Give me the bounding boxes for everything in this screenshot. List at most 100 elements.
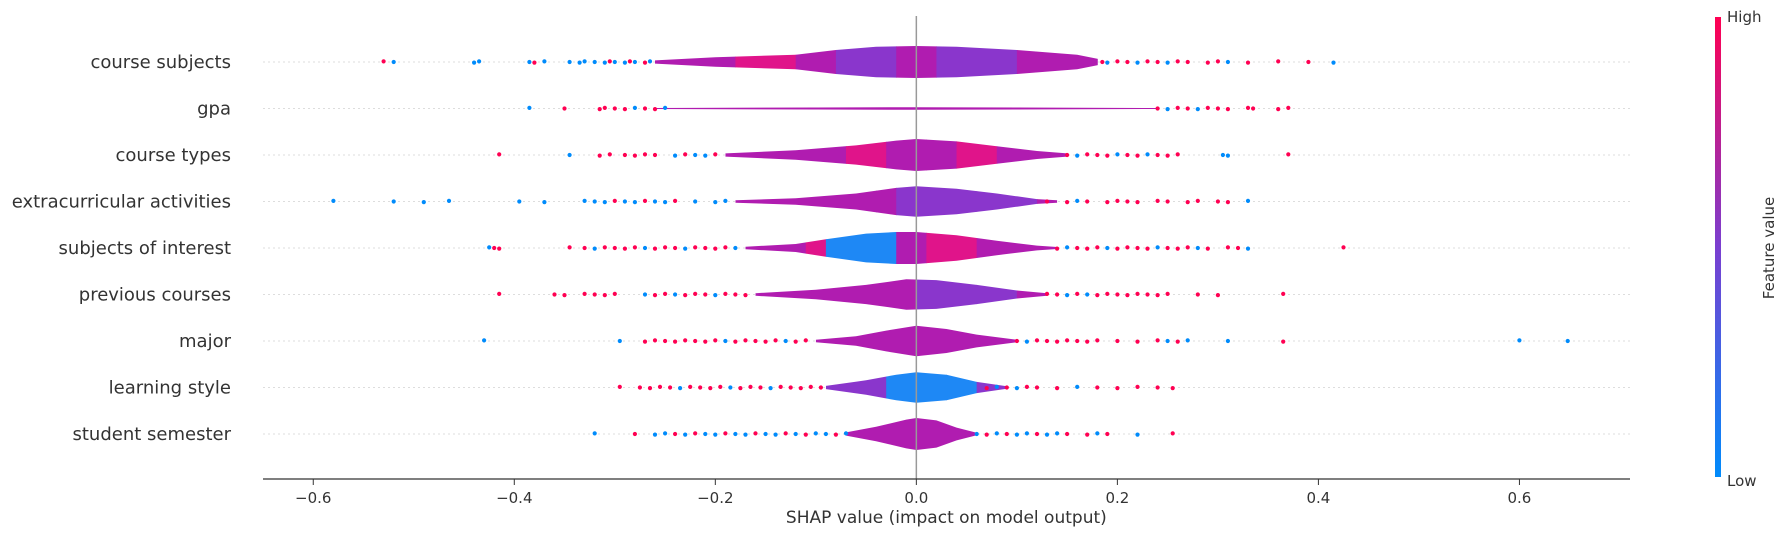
shap-point (1125, 59, 1130, 65)
feature-row: course subjects (90, 46, 1630, 78)
violin-segment (655, 46, 736, 78)
shap-point (663, 200, 668, 205)
shap-point (582, 198, 587, 203)
feature-row: student semester (72, 418, 1630, 450)
shap-point (728, 385, 733, 390)
feature-label: student semester (72, 424, 231, 445)
shap-point (733, 431, 738, 437)
shap-point (1004, 431, 1009, 437)
shap-point (1175, 246, 1180, 251)
shap-point (582, 291, 587, 296)
shap-point (1105, 153, 1110, 158)
shap-point (607, 152, 612, 157)
shap-point (647, 386, 653, 391)
shap-point (1014, 386, 1020, 391)
shap-point (803, 338, 808, 343)
violin-segment (896, 232, 927, 264)
shap-point (678, 386, 683, 391)
shap-point (1065, 431, 1070, 437)
violin-segment (735, 186, 877, 217)
feature-label: course types (116, 145, 231, 166)
shap-point (632, 245, 638, 250)
shap-point (381, 59, 386, 64)
shap-point (1245, 105, 1251, 110)
shap-point (497, 246, 502, 251)
shap-point (652, 107, 658, 112)
shap-point (703, 339, 708, 344)
shap-point (652, 199, 658, 204)
shap-point (1170, 386, 1175, 391)
shap-point (1145, 59, 1150, 64)
shap-point (1195, 107, 1200, 112)
shap-point (622, 199, 628, 204)
shap-point (773, 432, 778, 437)
shap-point (1065, 152, 1070, 158)
violin-segment (725, 139, 847, 171)
shap-point (1185, 338, 1190, 343)
violin-segment (825, 372, 887, 403)
feature-row: major (179, 325, 1630, 357)
shap-point (1004, 385, 1009, 390)
shap-point (733, 339, 738, 344)
shap-point (843, 431, 849, 436)
shap-point (823, 431, 829, 437)
shap-point (683, 432, 688, 437)
shap-point (632, 153, 638, 158)
shap-point (683, 338, 688, 343)
shap-point (1085, 246, 1090, 251)
shap-point (632, 105, 638, 110)
shap-point (813, 431, 818, 436)
shap-point (582, 245, 587, 251)
shap-point (637, 385, 643, 390)
shap-point (688, 384, 693, 389)
feature-row: subjects of interest (59, 232, 1630, 264)
shap-point (642, 339, 648, 344)
shap-point (1245, 60, 1251, 65)
shap-point (1341, 245, 1346, 250)
shap-point (663, 431, 668, 436)
shap-point (542, 59, 547, 64)
shap-point (818, 385, 824, 390)
shap-point (592, 431, 597, 436)
shap-point (642, 152, 648, 157)
shap-point (1306, 59, 1311, 65)
feature-label: subjects of interest (59, 238, 231, 259)
shap-point (1165, 153, 1170, 158)
shap-point (1044, 338, 1050, 344)
shap-point (753, 338, 758, 344)
feature-row: extracurricular activities (12, 186, 1630, 217)
shap-point (1165, 338, 1170, 344)
shap-point (642, 198, 648, 203)
shap-point (984, 432, 989, 437)
violin-segment (976, 279, 1018, 310)
shap-point (1170, 431, 1175, 436)
shap-point (763, 431, 768, 437)
shap-point (1245, 198, 1251, 203)
shap-point (743, 338, 748, 343)
shap-point (1145, 246, 1150, 251)
shap-point (612, 59, 617, 65)
shap-point (602, 293, 607, 298)
shap-point (773, 338, 778, 343)
x-tick-label: 0.0 (904, 489, 928, 507)
shap-point (652, 293, 658, 298)
shap-point (582, 59, 587, 64)
shap-point (627, 59, 633, 64)
shap-point (542, 200, 547, 205)
shap-point (718, 384, 723, 389)
shap-point (1135, 384, 1140, 389)
violin-body (735, 186, 1058, 217)
shap-point (391, 199, 396, 204)
shap-point (647, 59, 653, 64)
shap-point (673, 431, 678, 437)
shap-point (1235, 245, 1241, 251)
shap-point (663, 105, 668, 110)
shap-point (497, 291, 502, 296)
shap-point (1105, 200, 1110, 205)
shap-point (723, 431, 728, 436)
shap-point (1115, 338, 1120, 344)
feature-label: previous courses (79, 285, 231, 306)
shap-point (713, 432, 718, 437)
violin-segment (946, 372, 978, 403)
shap-point (768, 386, 773, 391)
